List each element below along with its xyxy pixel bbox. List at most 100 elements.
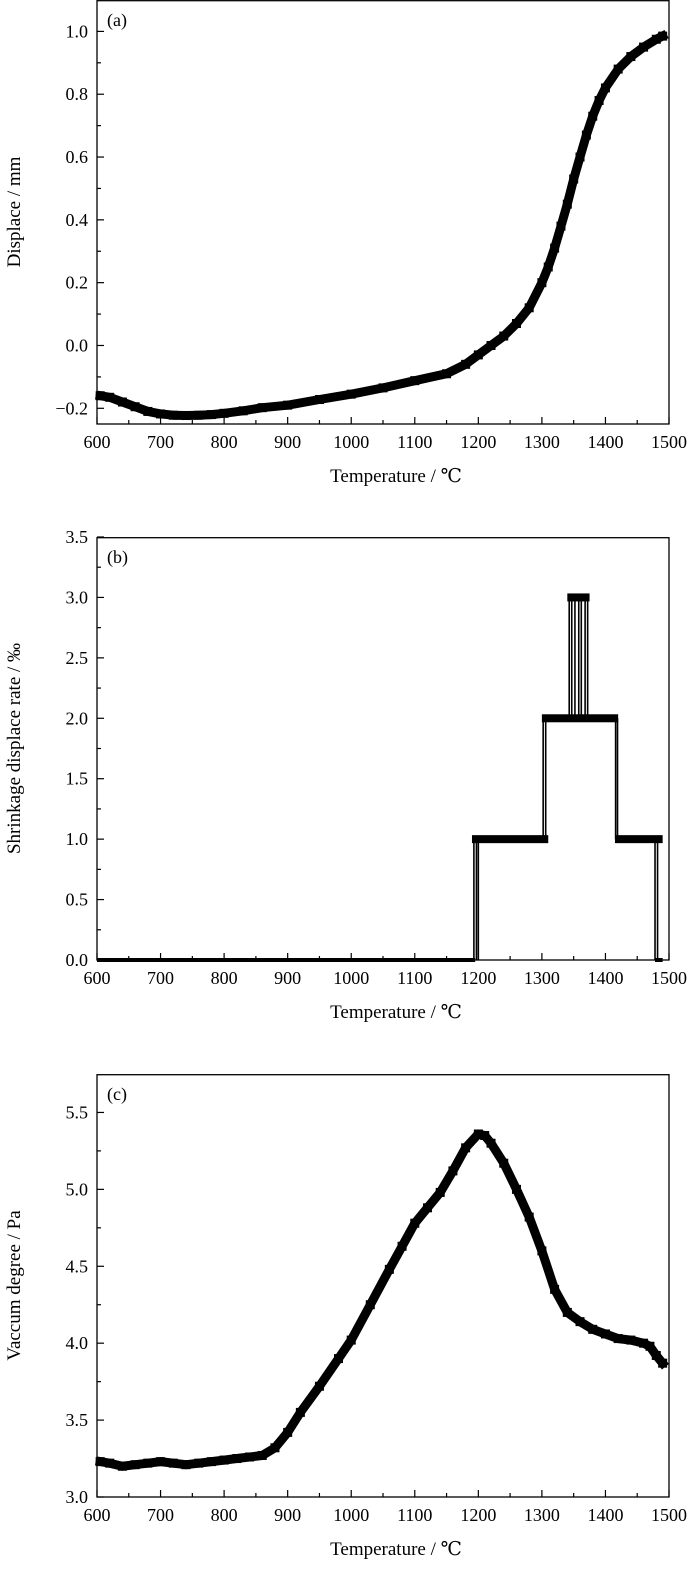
panel-b-level-bar [655, 958, 663, 962]
panel-c-data-point [575, 1317, 585, 1327]
panel-a-data-point [581, 130, 591, 140]
panel-c-data-point [639, 1338, 649, 1348]
panel-a-series-line [95, 30, 669, 420]
panel-c-data-point [626, 1335, 636, 1345]
panel-a-xtick-label: 1500 [651, 432, 687, 452]
panel-b-ytick-label: 2.5 [66, 648, 89, 668]
panel-c-data-point [232, 1454, 242, 1464]
panel-a-data-point [537, 278, 547, 288]
panel-c-data-point [168, 1458, 178, 1468]
panel-a-data-point [556, 221, 566, 231]
panel-c-x-axis-label: Temperature / ℃ [330, 1539, 462, 1560]
panel-a-data-point [283, 400, 293, 410]
panel-a-xtick-label: 1000 [333, 432, 369, 452]
panel-c-data-point [270, 1443, 280, 1453]
panel-a-data-point [594, 96, 604, 106]
panel-b-xtick-label: 1300 [524, 968, 560, 988]
panel-c-data-point [448, 1166, 458, 1176]
panel-a-data-point [181, 411, 191, 421]
panel-c-data-point [511, 1184, 521, 1194]
panel-b-x-axis-label: Temperature / ℃ [330, 1002, 462, 1023]
panel-b-xtick-label: 600 [84, 968, 111, 988]
panel-a-data-point [95, 391, 105, 401]
panel-c-xtick-label: 1100 [397, 1505, 432, 1525]
panel-a-data-point [658, 31, 668, 41]
panel-c: 600 700 800 900 1000 1100 1200 1300 1400 1500 3.0 3… [4, 1074, 687, 1560]
panel-a: 600 700 800 900 1000 1100 1200 1300 1400 1500 −0.2… [4, 0, 687, 487]
panel-a-ytick-label: 0.8 [66, 84, 89, 104]
panel-a-ytick-label: 0.2 [66, 273, 89, 293]
panel-c-ytick-label: 4.0 [66, 1333, 89, 1353]
panel-b-level-bar [471, 835, 549, 844]
panel-c-ytick-label: 3.0 [66, 1487, 89, 1507]
panel-a-data-point [639, 42, 649, 52]
panel-c-data-point [422, 1203, 432, 1213]
panel-a-data-point [130, 402, 140, 412]
panel-c-data-point [334, 1354, 344, 1364]
panel-a-label: (a) [107, 10, 127, 31]
panel-b-xtick-label: 900 [274, 968, 301, 988]
panel-b-xtick-label: 1000 [333, 968, 369, 988]
panel-b-xtick-label: 700 [147, 968, 174, 988]
panel-a-data-point [550, 243, 560, 253]
panel-a-xtick-label: 800 [211, 432, 238, 452]
panel-c-data-point [117, 1461, 127, 1471]
panel-a-data-point [613, 64, 623, 74]
panel-c-data-point [257, 1450, 267, 1460]
panel-a-data-point [105, 392, 115, 402]
panel-a-xtick-label: 1100 [397, 432, 432, 452]
panel-b-ytick-label: 0.0 [66, 950, 89, 970]
panel-b-xtick-label: 800 [211, 968, 238, 988]
panel-c-data-point [473, 1129, 483, 1139]
panel-a-data-point [314, 395, 324, 405]
panel-c-data-point [384, 1264, 394, 1274]
panel-a-data-point [238, 406, 248, 416]
panel-b-ytick-label: 2.0 [66, 708, 89, 728]
panel-c-data-point [346, 1335, 356, 1345]
panel-b-level-bar [97, 958, 476, 962]
panel-c-data-point [613, 1334, 623, 1344]
panel-a-data-point [511, 318, 521, 328]
panel-c-data-point [219, 1455, 229, 1465]
panel-c-data-point [651, 1350, 661, 1360]
panel-b-ytick-label: 3.0 [66, 587, 89, 607]
panel-a-xtick-label: 1400 [587, 432, 623, 452]
panel-a-xtick-label: 1300 [524, 432, 560, 452]
panel-a-data-point [442, 369, 452, 379]
panel-a-data-point [410, 376, 420, 386]
panel-c-data-point [365, 1300, 375, 1310]
panel-c-series-line [95, 1129, 669, 1471]
panel-a-data-point [499, 331, 509, 341]
panel-c-ytick-label: 4.5 [66, 1256, 89, 1276]
panel-c-xtick-label: 900 [274, 1505, 301, 1525]
panel-c-data-point [562, 1307, 572, 1317]
panel-a-ytick-label: 1.0 [66, 21, 89, 41]
panel-c-data-point [181, 1460, 191, 1470]
panel-c-data-point [658, 1358, 668, 1368]
panel-b-xtick-label: 1400 [587, 968, 623, 988]
panel-a-ytick-label: 0.6 [66, 147, 89, 167]
panel-a-data-point [461, 359, 471, 369]
panel-b: 600 700 800 900 1000 1100 1200 1300 1400 1500 0.0 0… [4, 527, 687, 1023]
panel-a-ytick-label: −0.2 [55, 398, 88, 418]
panel-a-data-point [378, 383, 388, 393]
panel-b-y-axis-label: Shrinkage displace rate / ‰ [4, 643, 25, 854]
panel-a-xtick-label: 600 [84, 432, 111, 452]
panel-c-data-point [105, 1458, 115, 1468]
panel-b-ytick-label: 1.0 [66, 829, 89, 849]
panel-c-data-point [499, 1158, 509, 1168]
panel-b-xtick-label: 1500 [651, 968, 687, 988]
panel-c-xtick-label: 1400 [587, 1505, 623, 1525]
panel-a-x-axis-label: Temperature / ℃ [330, 466, 462, 487]
panel-a-data-point [346, 389, 356, 399]
panel-a-xtick-label: 1200 [460, 432, 496, 452]
panel-c-xtick-label: 600 [84, 1505, 111, 1525]
panel-c-data-point [524, 1212, 534, 1222]
panel-c-data-point [480, 1131, 490, 1141]
panel-c-data-point [435, 1187, 445, 1197]
panel-c-data-point [410, 1218, 420, 1228]
panel-c-data-point [397, 1241, 407, 1251]
panel-c-data-point [194, 1458, 204, 1468]
panel-b-level-bar [614, 835, 663, 844]
